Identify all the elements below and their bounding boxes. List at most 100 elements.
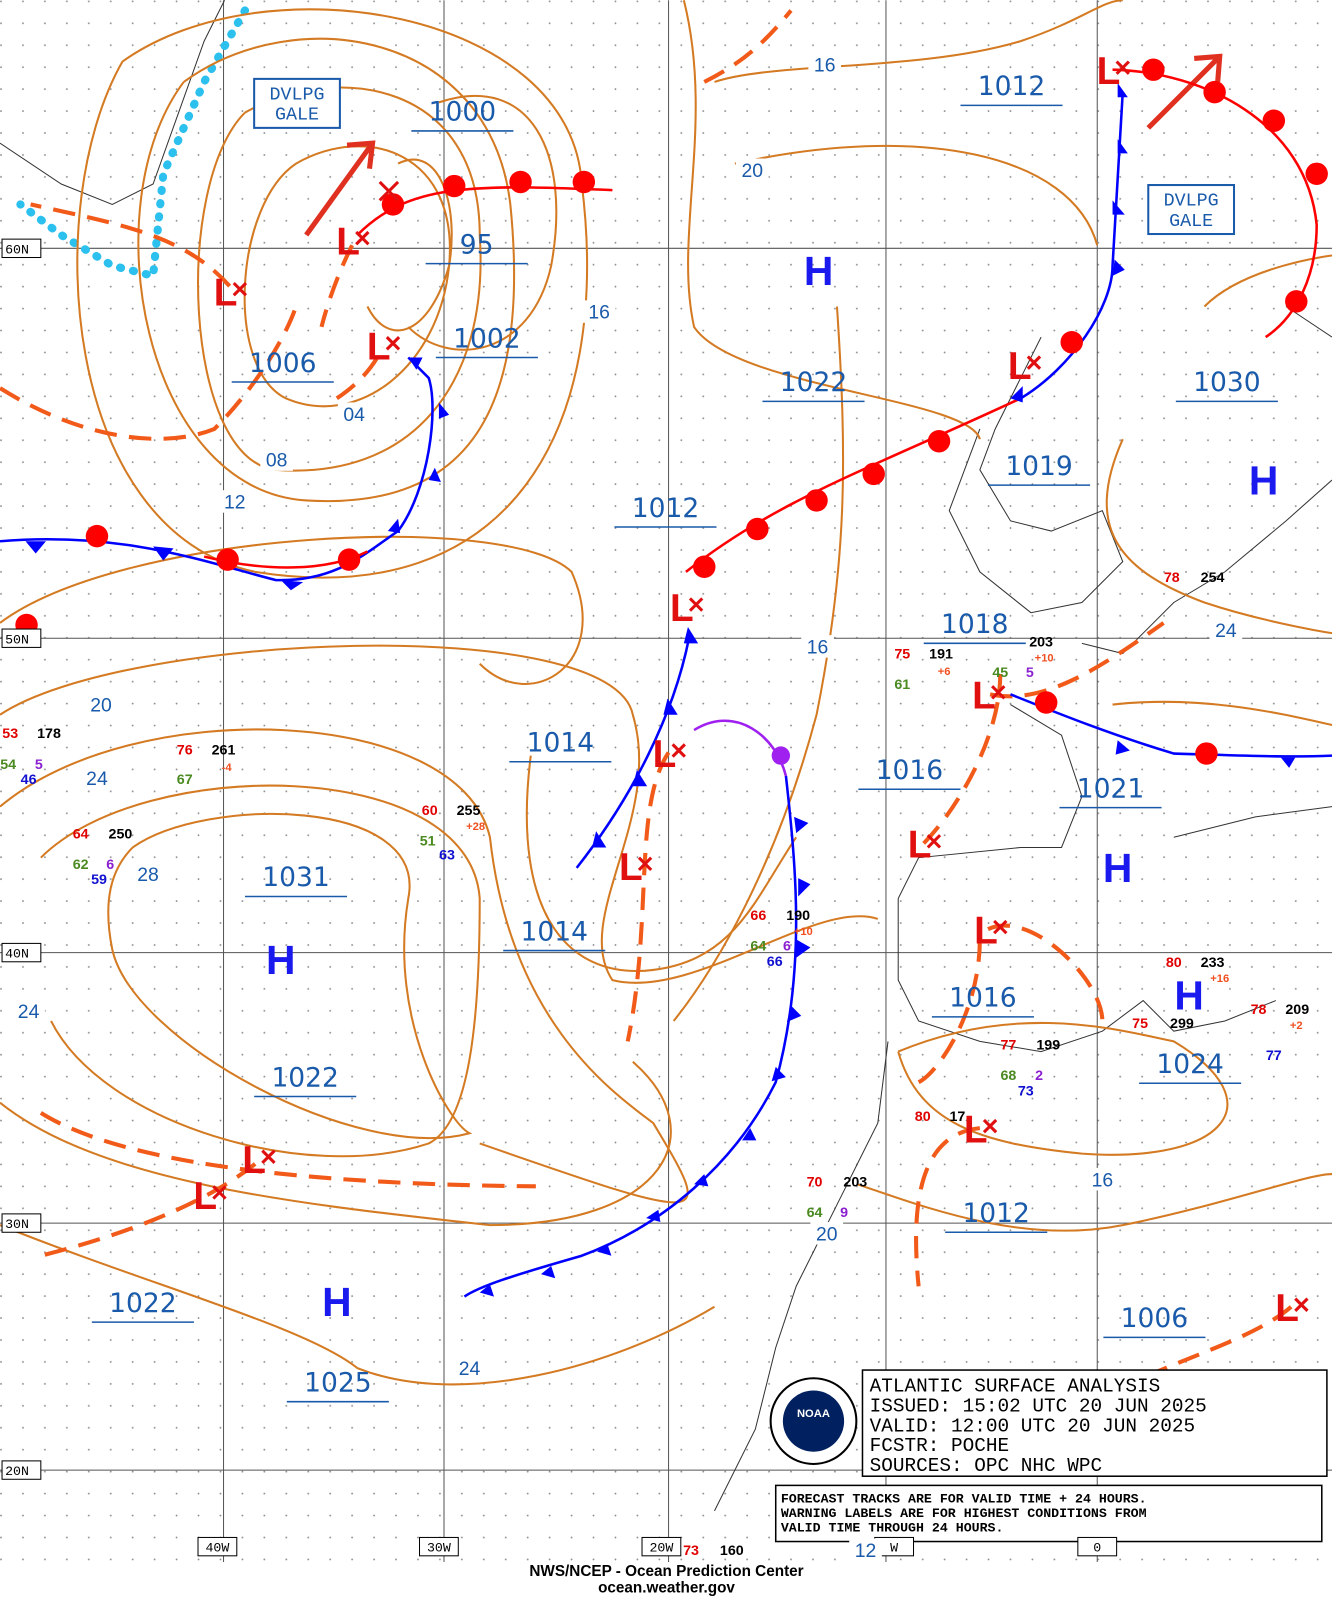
- center-pressure: 1031: [262, 862, 329, 893]
- lon-label: 30W: [427, 1541, 451, 1556]
- low-center: L: [1008, 345, 1032, 388]
- low-x: [212, 1185, 227, 1200]
- lat-label: 20N: [5, 1464, 29, 1479]
- isobar-label-bg: [849, 1538, 882, 1561]
- station-value: 76: [177, 743, 193, 759]
- center-pressure: 1000: [429, 97, 496, 128]
- warning-text: GALE: [1169, 211, 1213, 232]
- station-value: 61: [894, 677, 910, 693]
- station-value: 160: [720, 1543, 744, 1559]
- warning-text: GALE: [275, 105, 319, 126]
- low-x: [1294, 1297, 1309, 1312]
- station-value: 9: [840, 1205, 848, 1221]
- center-pressure: 1021: [1077, 773, 1144, 804]
- lat-label-box: [1, 238, 42, 259]
- isobar-label-bg: [735, 158, 769, 181]
- isobar-label: 20: [741, 160, 763, 182]
- isobar-label-bg: [80, 766, 114, 790]
- station-value: 77: [1266, 1048, 1282, 1064]
- station-value: 190: [786, 908, 810, 924]
- isobar-label-bg: [260, 448, 293, 471]
- title-line: FCSTR: POCHE: [870, 1435, 1010, 1457]
- low-x: [637, 856, 653, 871]
- low-center: L: [974, 909, 998, 952]
- station-value: 64: [807, 1205, 823, 1221]
- station-value: 254: [1201, 570, 1225, 586]
- station-value: 59: [91, 872, 107, 888]
- station-value: 67: [177, 772, 193, 788]
- center-pressure: 1016: [876, 755, 943, 786]
- lat-label: 30N: [5, 1217, 29, 1232]
- center-pressure: 1016: [949, 983, 1016, 1014]
- station-value: 73: [1018, 1083, 1034, 1099]
- low-x: [1026, 355, 1042, 370]
- center-pressure: 1006: [249, 348, 316, 379]
- station-value: +2: [1290, 1020, 1303, 1032]
- station-value: 203: [843, 1174, 867, 1190]
- isobar-label: 12: [855, 1540, 877, 1562]
- isobar-label-bg: [337, 402, 371, 425]
- lon-label-box: [641, 1536, 682, 1557]
- lat-label: 50N: [5, 632, 29, 647]
- center-pressure: 1022: [780, 367, 847, 398]
- cross-marker: [378, 180, 400, 202]
- station-value: 60: [422, 803, 438, 819]
- station-value: 203: [1029, 634, 1053, 650]
- center-pressure: 1006: [1121, 1303, 1188, 1334]
- isobar-label: 20: [816, 1223, 838, 1245]
- station-value: -4: [222, 762, 233, 774]
- motion-arrows: [304, 53, 1223, 237]
- title-line: ATLANTIC SURFACE ANALYSIS: [870, 1375, 1161, 1397]
- center-pressure: 95: [460, 229, 494, 260]
- note-box: [774, 1484, 1323, 1543]
- coastlines: [0, 0, 1332, 1512]
- station-value: 78: [1164, 570, 1180, 586]
- center-pressure: 1024: [1156, 1049, 1223, 1080]
- ice-edge: [16, 6, 250, 281]
- station-value: 66: [750, 908, 766, 924]
- low-center: L: [1275, 1287, 1299, 1330]
- station-value: 178: [37, 726, 61, 742]
- low-center: L: [1097, 50, 1121, 93]
- isobar-label: 16: [588, 302, 610, 324]
- low-center: L: [670, 587, 694, 630]
- station-value: 68: [1001, 1068, 1017, 1084]
- station-value: 199: [1036, 1038, 1060, 1054]
- lon-label-box: [1077, 1536, 1118, 1557]
- fronts: [0, 58, 1332, 1298]
- station-value: 53: [2, 726, 18, 742]
- station-value: 54: [0, 757, 16, 773]
- center-pressure: 1018: [941, 609, 1008, 640]
- title-line: ISSUED: 15:02 UTC 20 JUN 2025: [870, 1395, 1207, 1417]
- station-value: 77: [1001, 1038, 1017, 1054]
- low-x: [1115, 60, 1130, 75]
- high-center: H: [322, 1279, 351, 1325]
- station-value: 233: [1201, 955, 1225, 971]
- low-center: L: [964, 1108, 988, 1151]
- svg-text:NOAA: NOAA: [797, 1408, 830, 1420]
- low-x: [688, 597, 704, 612]
- isobar-label: 24: [18, 1001, 40, 1023]
- footer-line: NWS/NCEP - Ocean Prediction Center: [529, 1563, 803, 1580]
- isobar-label-bg: [810, 1222, 844, 1245]
- station-value: 70: [807, 1174, 823, 1190]
- high-center: H: [804, 248, 833, 294]
- station-value: 64: [750, 939, 766, 955]
- high-center: H: [1103, 845, 1132, 891]
- station-value: 63: [439, 848, 455, 864]
- isobar-label-bg: [808, 53, 842, 76]
- low-x: [232, 281, 248, 297]
- isobar-label-bg: [131, 862, 165, 886]
- isobar-label: 28: [137, 864, 159, 886]
- station-value: +10: [794, 926, 813, 938]
- isobar-label: 20: [90, 695, 112, 717]
- center-pressure: 1019: [1005, 451, 1072, 482]
- station-value: 73: [683, 1543, 699, 1559]
- station-value: 46: [21, 772, 37, 788]
- station-value: 6: [106, 857, 114, 873]
- low-x: [982, 1118, 998, 1134]
- low-x: [991, 685, 1006, 700]
- isobar-label: 16: [814, 55, 836, 77]
- isobar-label-bg: [582, 300, 616, 323]
